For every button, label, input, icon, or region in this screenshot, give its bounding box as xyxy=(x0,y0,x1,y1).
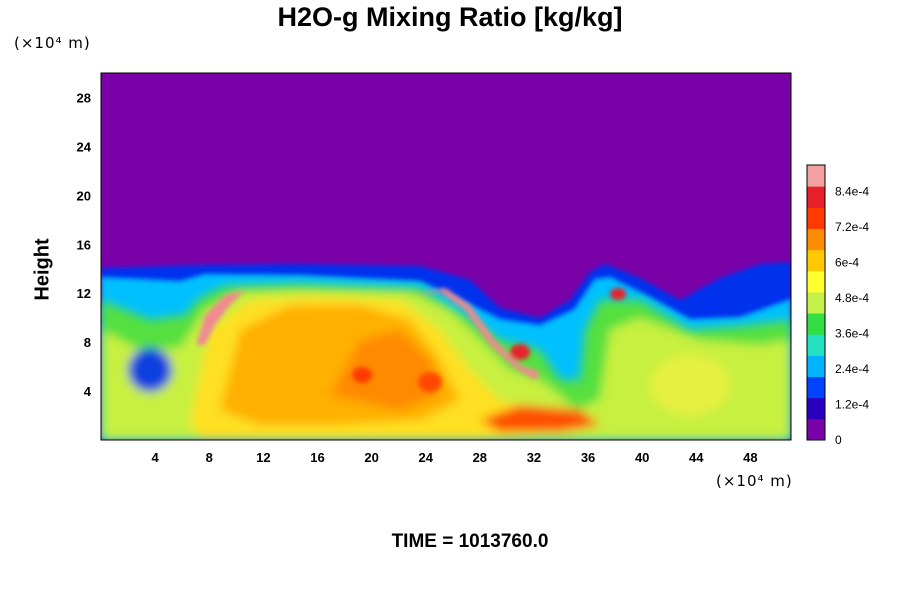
moist-curl xyxy=(510,344,530,360)
colorbar-segment xyxy=(807,207,825,229)
dry-pocket-left xyxy=(128,348,172,392)
y-axis-ticks: 4 8 12 16 20 24 28 xyxy=(77,90,92,399)
chart-title: H2O-g Mixing Ratio [kg/kg] xyxy=(277,2,623,32)
x-axis-ticks: 4 8 12 16 20 24 28 32 36 40 44 48 xyxy=(152,450,758,465)
colorbar-segment xyxy=(807,270,825,293)
y-tick-label: 20 xyxy=(77,188,91,203)
x-tick-label: 16 xyxy=(310,450,324,465)
time-label: TIME = 1013760.0 xyxy=(391,531,549,552)
x-tick-label: 40 xyxy=(635,450,649,465)
colorbar-segment xyxy=(807,291,825,314)
colorbar-tick-label: 2.4e-4 xyxy=(835,362,869,376)
colorbar xyxy=(806,164,826,441)
y-tick-label: 28 xyxy=(77,90,91,105)
x-tick-label: 8 xyxy=(206,450,213,465)
y-tick-label: 24 xyxy=(77,139,92,154)
y-tick-label: 8 xyxy=(84,335,91,350)
colorbar-segment xyxy=(807,186,825,208)
x-tick-label: 24 xyxy=(418,450,433,465)
moist-filament-left xyxy=(196,290,245,345)
x-tick-label: 44 xyxy=(689,450,704,465)
colorbar-tick-label: 0 xyxy=(835,433,842,447)
moist-blob-upper xyxy=(610,288,626,300)
colorbar-segment xyxy=(807,228,825,251)
x-tick-label: 20 xyxy=(364,450,378,465)
colorbar-tick-label: 3.6e-4 xyxy=(835,327,869,341)
y-tick-label: 4 xyxy=(84,384,92,399)
x-tick-label: 28 xyxy=(473,450,487,465)
y-tick-label: 12 xyxy=(77,286,91,301)
colorbar-tick-label: 6e-4 xyxy=(835,256,859,270)
colorbar-tick-label: 7.2e-4 xyxy=(835,220,869,234)
colorbar-segment xyxy=(807,376,825,399)
moist-core-deep-orange xyxy=(330,330,440,410)
vortex-right xyxy=(650,355,730,415)
moist-filament-right xyxy=(415,288,540,380)
mixing-ratio-field xyxy=(101,73,791,440)
x-tick-label: 4 xyxy=(152,450,160,465)
x-tick-label: 48 xyxy=(743,450,757,465)
y-tick-label: 16 xyxy=(77,237,91,252)
x-tick-label: 36 xyxy=(581,450,595,465)
plot-frame xyxy=(100,72,792,441)
colorbar-segment xyxy=(807,249,825,272)
colorbar-tick-label: 4.8e-4 xyxy=(835,291,869,305)
colorbar-segment xyxy=(807,397,825,420)
hot-spot-right xyxy=(418,372,442,392)
colorbar-segment xyxy=(807,418,825,441)
x-tick-label: 12 xyxy=(256,450,270,465)
colorbar-segment xyxy=(807,355,825,378)
colorbar-ticks: 0 1.2e-4 2.4e-4 3.6e-4 4.8e-4 6e-4 7.2e-4 8.4e-… xyxy=(835,185,869,447)
colorbar-segment xyxy=(807,313,825,335)
x-axis-unit-label: (×10⁴ m) xyxy=(716,472,793,490)
hot-spot-center xyxy=(352,367,372,383)
colorbar-tick-label: 1.2e-4 xyxy=(835,398,869,412)
colorbar-segment xyxy=(807,165,825,187)
colorbar-segment xyxy=(807,334,825,356)
x-tick-label: 32 xyxy=(527,450,541,465)
y-axis-unit-label: (×10⁴ m) xyxy=(14,34,91,52)
moist-core-red-band xyxy=(480,405,600,432)
colorbar-tick-label: 8.4e-4 xyxy=(835,185,869,199)
colorbar-frame xyxy=(806,164,826,441)
